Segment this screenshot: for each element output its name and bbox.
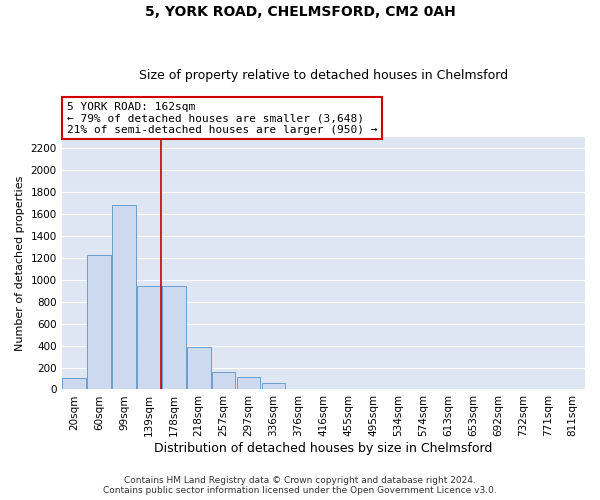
Bar (162, 286, 185, 390)
Y-axis label: Number of detached properties: Number of detached properties (15, 176, 25, 351)
X-axis label: Distribution of detached houses by size in Chelmsford: Distribution of detached houses by size … (154, 442, 493, 455)
Text: 5 YORK ROAD: 162sqm
← 79% of detached houses are smaller (3,648)
21% of semi-det: 5 YORK ROAD: 162sqm ← 79% of detached ho… (67, 102, 377, 135)
Title: Size of property relative to detached houses in Chelmsford: Size of property relative to detached ho… (139, 69, 508, 82)
Text: Contains HM Land Registry data © Crown copyright and database right 2024.
Contai: Contains HM Land Registry data © Crown c… (103, 476, 497, 495)
Text: 5, YORK ROAD, CHELMSFORD, CM2 0AH: 5, YORK ROAD, CHELMSFORD, CM2 0AH (145, 5, 455, 19)
Bar (87, 254, 111, 390)
Bar (187, 346, 211, 390)
Bar (237, 378, 260, 390)
Bar (137, 286, 161, 390)
Bar (212, 372, 235, 390)
Bar (62, 378, 86, 390)
Bar (112, 206, 136, 390)
Bar (262, 383, 286, 390)
